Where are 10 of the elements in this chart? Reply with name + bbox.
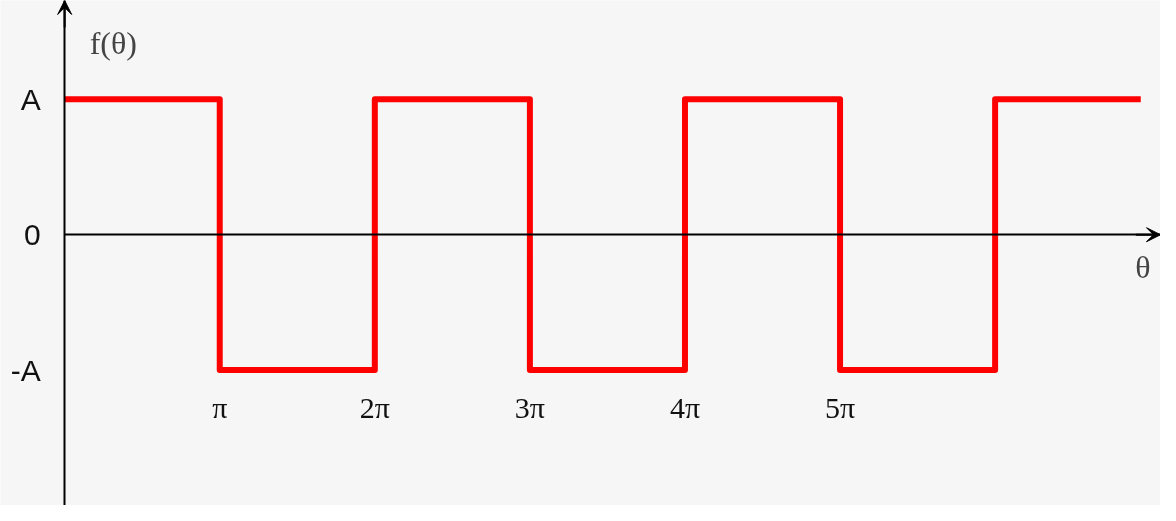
x-tick-label: 2π xyxy=(359,390,390,424)
y-axis-title: f(θ) xyxy=(89,24,137,61)
x-axis-title: θ xyxy=(1135,248,1151,285)
annotation: -A xyxy=(10,353,41,387)
x-tick-label: 4π xyxy=(669,390,701,424)
annotation: A xyxy=(20,82,41,116)
x-tick-label: 5π xyxy=(824,390,856,424)
x-tick-label: 3π xyxy=(514,390,545,424)
annotation: 0 xyxy=(23,217,41,251)
x-tick-label: π xyxy=(212,390,228,424)
